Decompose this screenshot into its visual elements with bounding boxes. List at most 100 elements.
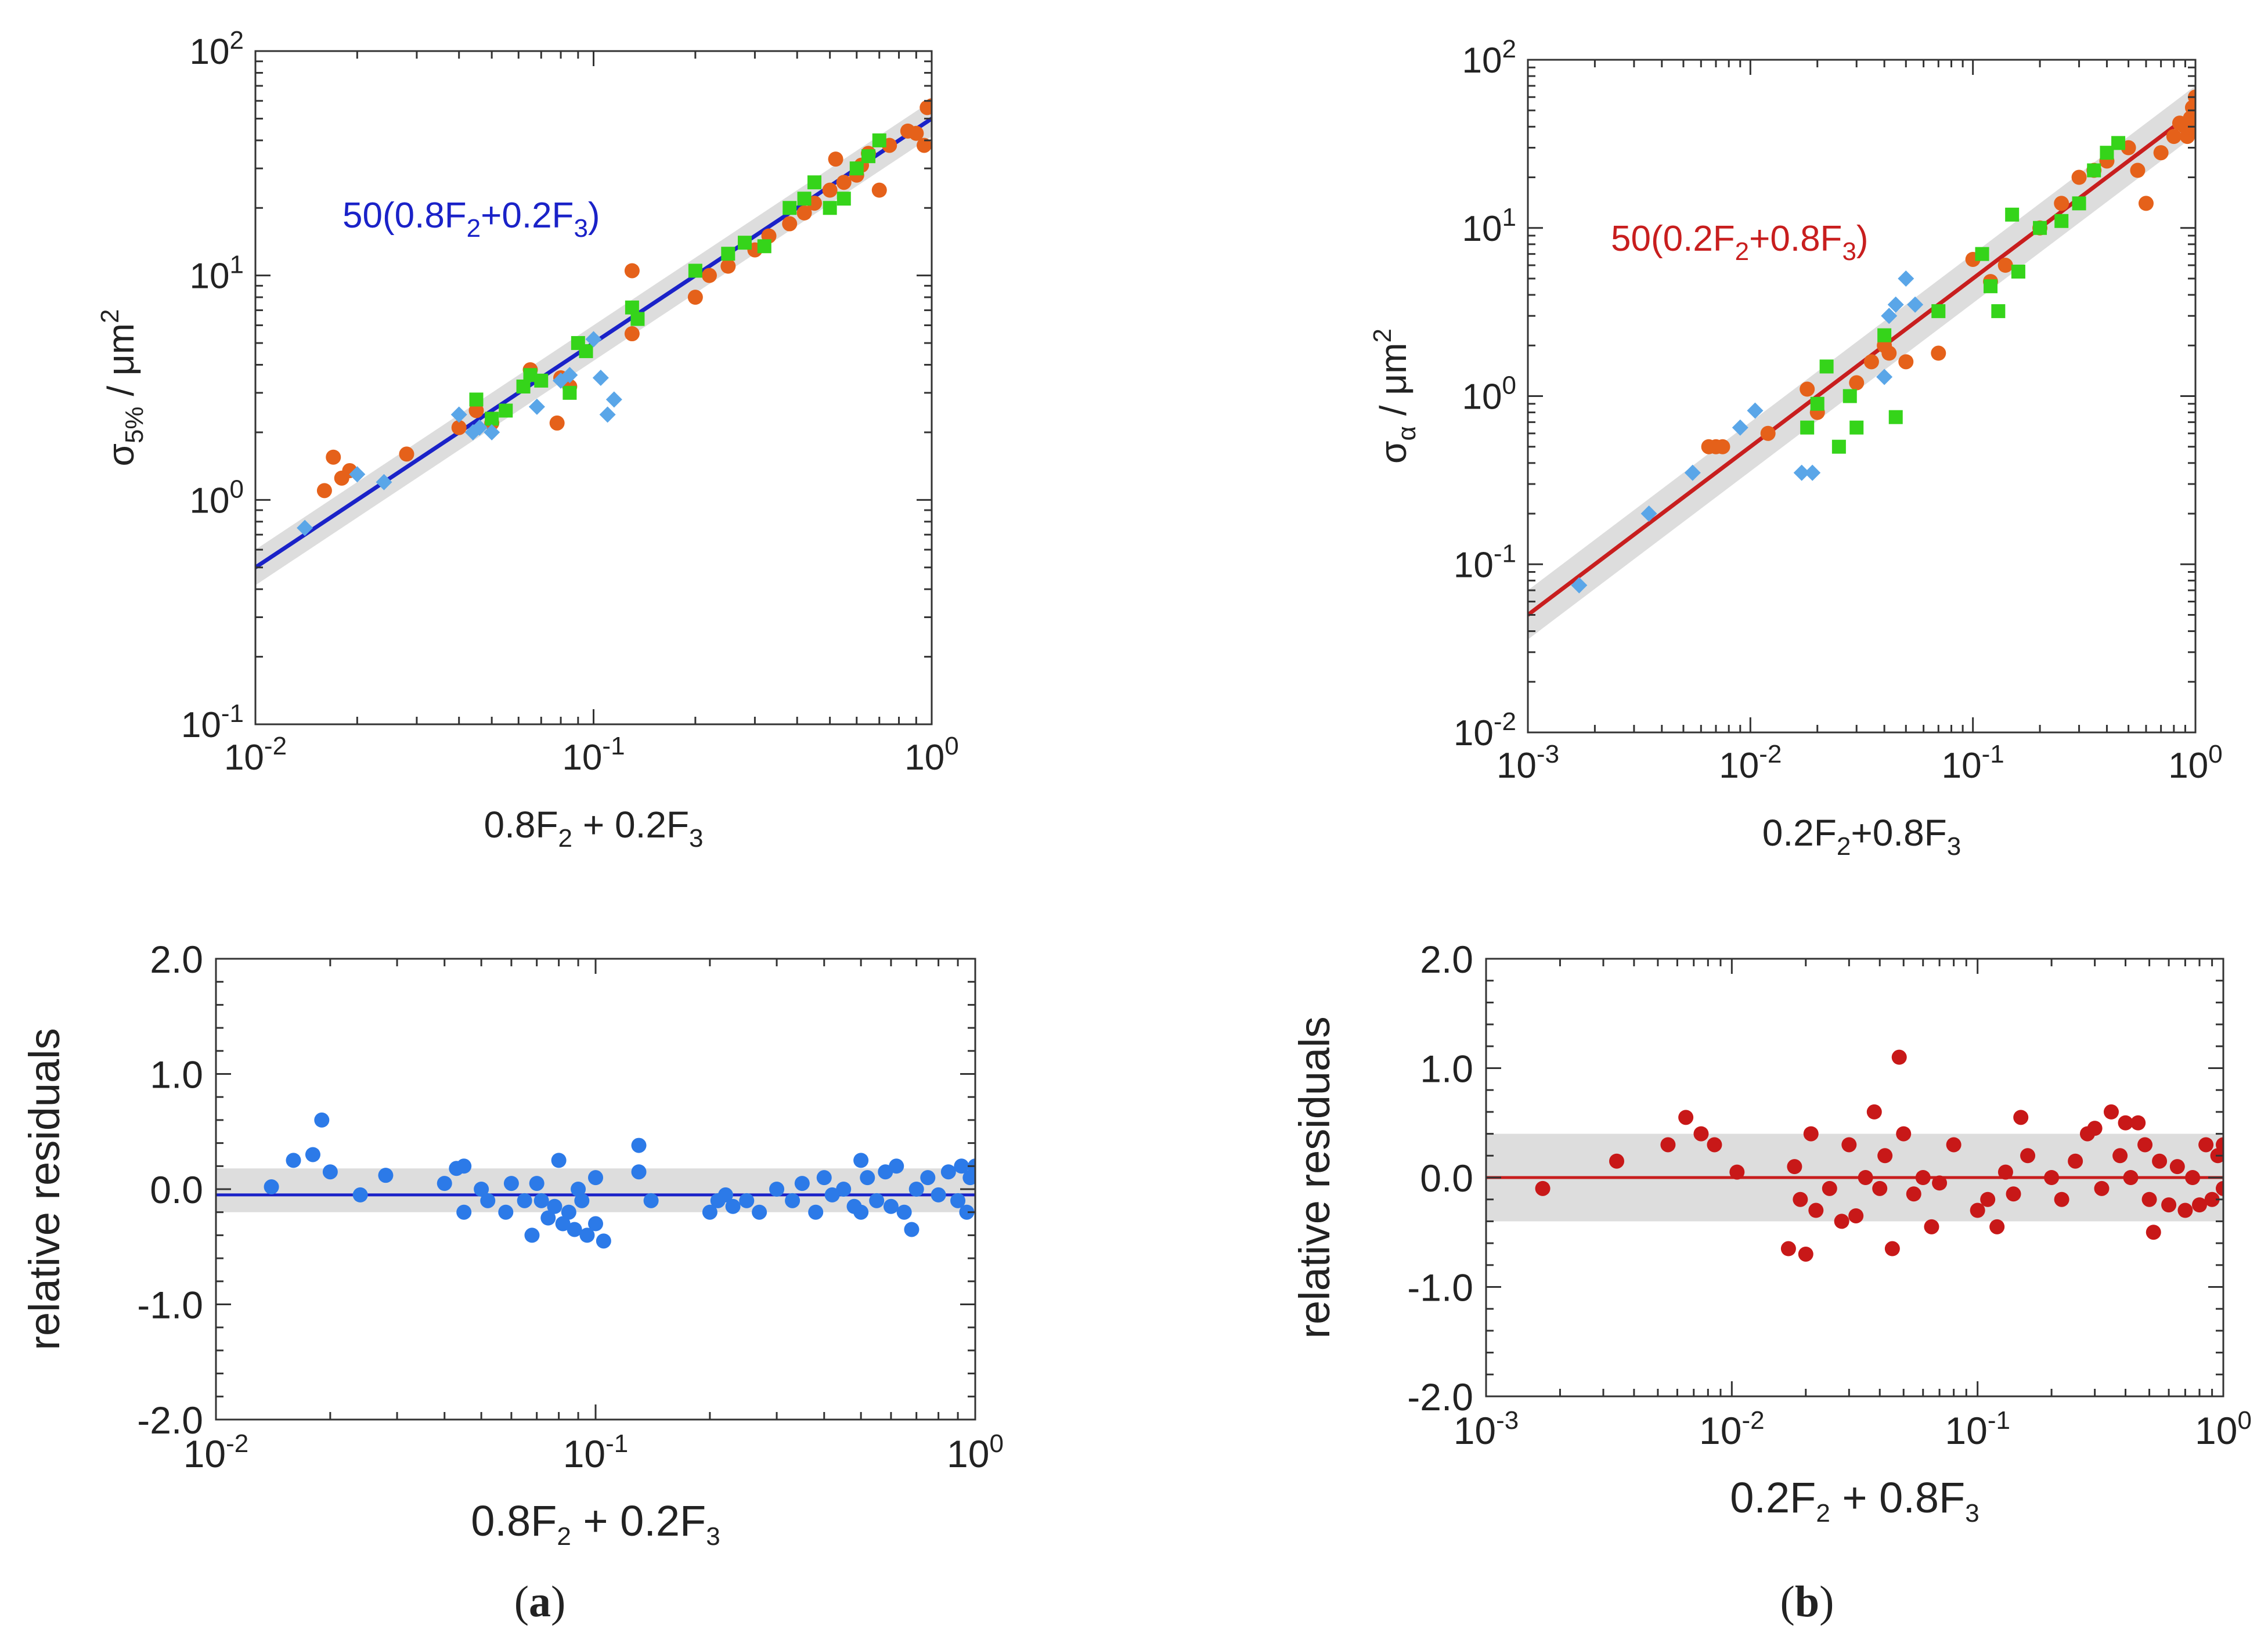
x-tick-label: 10-3 — [1454, 1406, 1519, 1452]
data-point — [1896, 1126, 1912, 1142]
data-point — [563, 385, 577, 400]
data-point — [474, 1182, 489, 1197]
y-tick-label: 100 — [1462, 371, 1516, 417]
x-tick-label: 100 — [2195, 1406, 2252, 1452]
data-point — [861, 149, 876, 164]
data-point — [456, 1158, 472, 1174]
x-tick-label: 10-2 — [183, 1429, 249, 1475]
data-point — [816, 1170, 832, 1186]
data-point — [450, 406, 467, 423]
data-point — [2054, 1191, 2069, 1207]
data-point — [769, 1182, 785, 1197]
data-point — [1849, 420, 1864, 435]
data-point — [1729, 1164, 1745, 1180]
data-point — [286, 1153, 301, 1168]
data-point — [883, 1198, 899, 1214]
data-point — [797, 192, 812, 206]
data-point — [2198, 1137, 2214, 1153]
data-point — [785, 1193, 801, 1208]
data-point — [1803, 1126, 1819, 1142]
data-point — [1907, 296, 1924, 313]
y-axis-title: σα / μm2 — [1368, 328, 1421, 464]
data-point — [701, 268, 717, 283]
data-point — [1609, 1153, 1624, 1169]
data-point — [896, 1204, 912, 1220]
data-point — [1707, 1137, 1722, 1153]
data-point — [1780, 1241, 1796, 1256]
y-tick-label: 10-1 — [181, 699, 244, 745]
data-point — [533, 1193, 549, 1208]
data-point — [721, 247, 735, 261]
data-point — [1684, 464, 1701, 481]
data-point — [2103, 1104, 2119, 1120]
data-point — [551, 1153, 567, 1168]
data-point — [2087, 1121, 2103, 1136]
data-point — [2054, 196, 2069, 211]
data-point — [643, 1193, 659, 1208]
data-point — [264, 1179, 279, 1195]
data-point — [757, 239, 771, 254]
data-point — [1804, 464, 1821, 481]
data-point — [2123, 1170, 2139, 1185]
data-point — [579, 344, 593, 359]
data-point — [399, 446, 414, 462]
data-point — [588, 1216, 603, 1232]
data-point — [1760, 425, 1776, 441]
plot-area — [1486, 1049, 2223, 1262]
data-point — [931, 1187, 946, 1203]
data-point — [517, 1193, 532, 1208]
data-point — [561, 367, 578, 384]
data-point — [469, 392, 484, 407]
chart-b-top: 10-3 10-2 10-1 10010-210-11001011020.2F2+0.… — [1368, 35, 2223, 861]
data-point — [869, 1193, 885, 1208]
y-tick-label: 100 — [190, 475, 244, 521]
data-point — [860, 1170, 875, 1186]
data-point — [2130, 163, 2146, 178]
data-point — [480, 1193, 496, 1208]
data-point — [524, 1227, 540, 1243]
series-green — [469, 133, 886, 426]
y-axis-title: σ5% / μm2 — [96, 309, 149, 466]
data-point — [1887, 296, 1904, 313]
data-point — [2204, 1191, 2220, 1207]
y-tick-label: 10-1 — [1454, 539, 1516, 585]
data-point — [836, 192, 851, 206]
data-point — [528, 398, 545, 415]
data-point — [2071, 169, 2087, 185]
panel-label-b: (b) — [1780, 1577, 1834, 1626]
data-point — [297, 519, 313, 536]
data-point — [555, 1216, 571, 1232]
data-point — [1881, 345, 1897, 361]
data-point — [2146, 1225, 2161, 1240]
plot-area — [255, 98, 932, 586]
data-point — [1980, 1191, 1996, 1207]
series-lightblue — [297, 331, 622, 536]
data-point — [849, 161, 864, 176]
x-tick-label: 10-2 — [1719, 740, 1782, 786]
data-point — [1800, 420, 1815, 435]
data-point — [2177, 1203, 2193, 1218]
x-tick-label: 100 — [947, 1429, 1004, 1475]
data-point — [1800, 381, 1815, 397]
data-point — [630, 312, 645, 326]
data-point — [2094, 1180, 2110, 1196]
data-point — [596, 1233, 611, 1249]
data-point — [2141, 1191, 2157, 1207]
data-point — [2112, 1148, 2128, 1164]
data-point — [1660, 1137, 1676, 1153]
data-point — [1715, 439, 1730, 454]
data-point — [2087, 163, 2101, 178]
y-axis-title: relative residuals — [1290, 1016, 1339, 1338]
data-point — [1975, 247, 1989, 261]
data-point — [725, 1198, 741, 1214]
data-point — [2006, 1186, 2021, 1202]
data-point — [1877, 328, 1892, 342]
data-point — [456, 1204, 472, 1220]
data-point — [1931, 304, 1946, 319]
data-point — [503, 1176, 519, 1191]
fit-line — [1528, 109, 2195, 617]
data-point — [592, 369, 609, 386]
data-point — [2013, 1110, 2029, 1125]
y-tick-label: -1.0 — [1407, 1266, 1473, 1309]
data-point — [1931, 345, 1946, 361]
